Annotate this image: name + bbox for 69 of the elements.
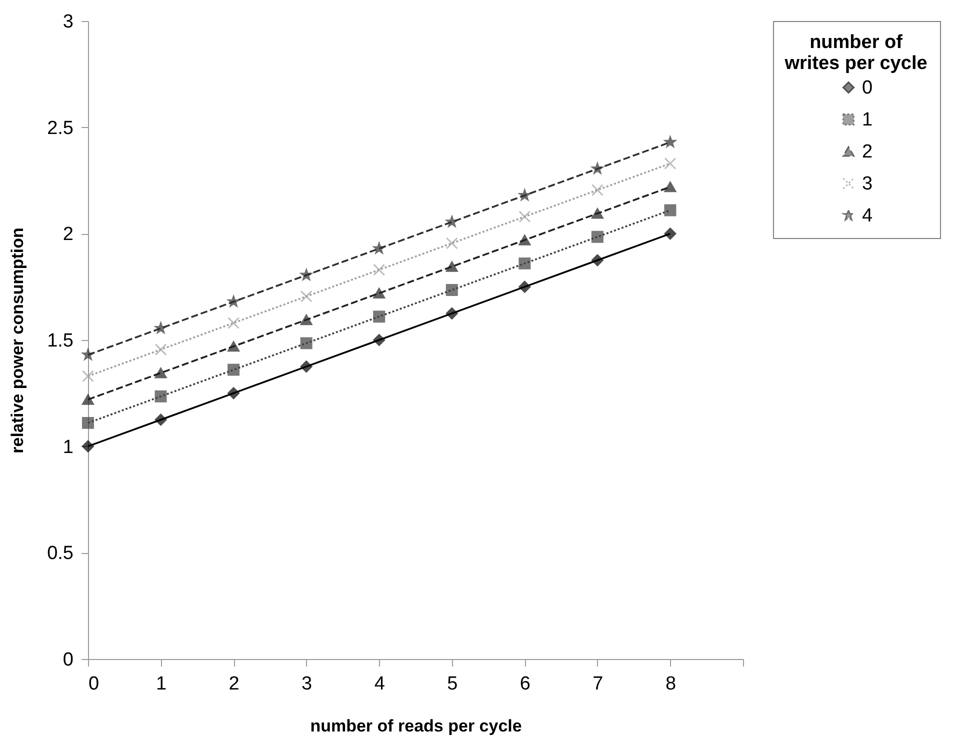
point [373, 334, 386, 346]
y-tick-label: 0 [62, 650, 74, 670]
point [228, 296, 240, 307]
point [300, 290, 312, 302]
point [446, 261, 458, 272]
point [154, 390, 167, 402]
x-tick-label: 0 [88, 674, 100, 694]
point [373, 242, 385, 254]
y-tick-label: 2 [62, 224, 74, 246]
x-axis-title: number of reads per cycle [310, 716, 522, 736]
point [591, 230, 604, 243]
point [300, 314, 312, 326]
x-tick-label: 4 [374, 674, 386, 694]
x-tick-label: 8 [665, 674, 676, 694]
point [82, 348, 94, 360]
point [518, 234, 531, 246]
point [518, 210, 531, 223]
point [664, 228, 676, 240]
point [228, 387, 240, 400]
legend-label: 1 [862, 110, 873, 130]
x-tick-label: 6 [520, 674, 530, 694]
point [373, 264, 386, 276]
point [373, 288, 386, 299]
point [300, 269, 312, 280]
y-tick-label: 1 [62, 436, 74, 458]
point [591, 254, 604, 266]
point [300, 337, 312, 350]
y-axis-title: relative power consumption [8, 228, 28, 454]
legend-label: 0 [862, 78, 873, 98]
point [592, 162, 604, 174]
legend-label: 2 [862, 142, 873, 162]
point [300, 360, 312, 373]
point [228, 364, 240, 376]
point [154, 368, 167, 378]
y-tick-label: 1.5 [47, 330, 74, 352]
point [154, 344, 167, 356]
legend-title: number of writes per cycle [784, 32, 928, 74]
point [446, 307, 458, 320]
y-tick-label: 2.5 [47, 118, 74, 139]
point [228, 341, 240, 352]
point [591, 184, 604, 196]
point [446, 216, 458, 227]
point [664, 204, 676, 216]
point [228, 316, 240, 329]
point [373, 310, 386, 323]
x-tick-label: 1 [156, 674, 167, 694]
point [82, 416, 94, 429]
x-tick-label: 7 [592, 674, 604, 694]
point [82, 370, 94, 382]
y-tick-label: 0.5 [47, 543, 74, 564]
point [82, 440, 94, 452]
point [518, 280, 531, 293]
x-tick-label: 2 [228, 674, 240, 694]
point [518, 257, 531, 270]
y-tick-label: 3 [62, 12, 74, 32]
point [518, 189, 530, 200]
point [154, 414, 167, 426]
point [591, 208, 604, 219]
point [446, 284, 458, 296]
point [155, 322, 167, 334]
point [664, 157, 676, 170]
x-tick-label: 3 [302, 674, 312, 694]
point [664, 136, 676, 148]
point [664, 182, 676, 192]
point [82, 394, 94, 405]
legend-label: 4 [862, 206, 873, 226]
x-tick-label: 5 [447, 674, 458, 694]
point [446, 237, 458, 250]
legend-label: 3 [862, 174, 873, 194]
